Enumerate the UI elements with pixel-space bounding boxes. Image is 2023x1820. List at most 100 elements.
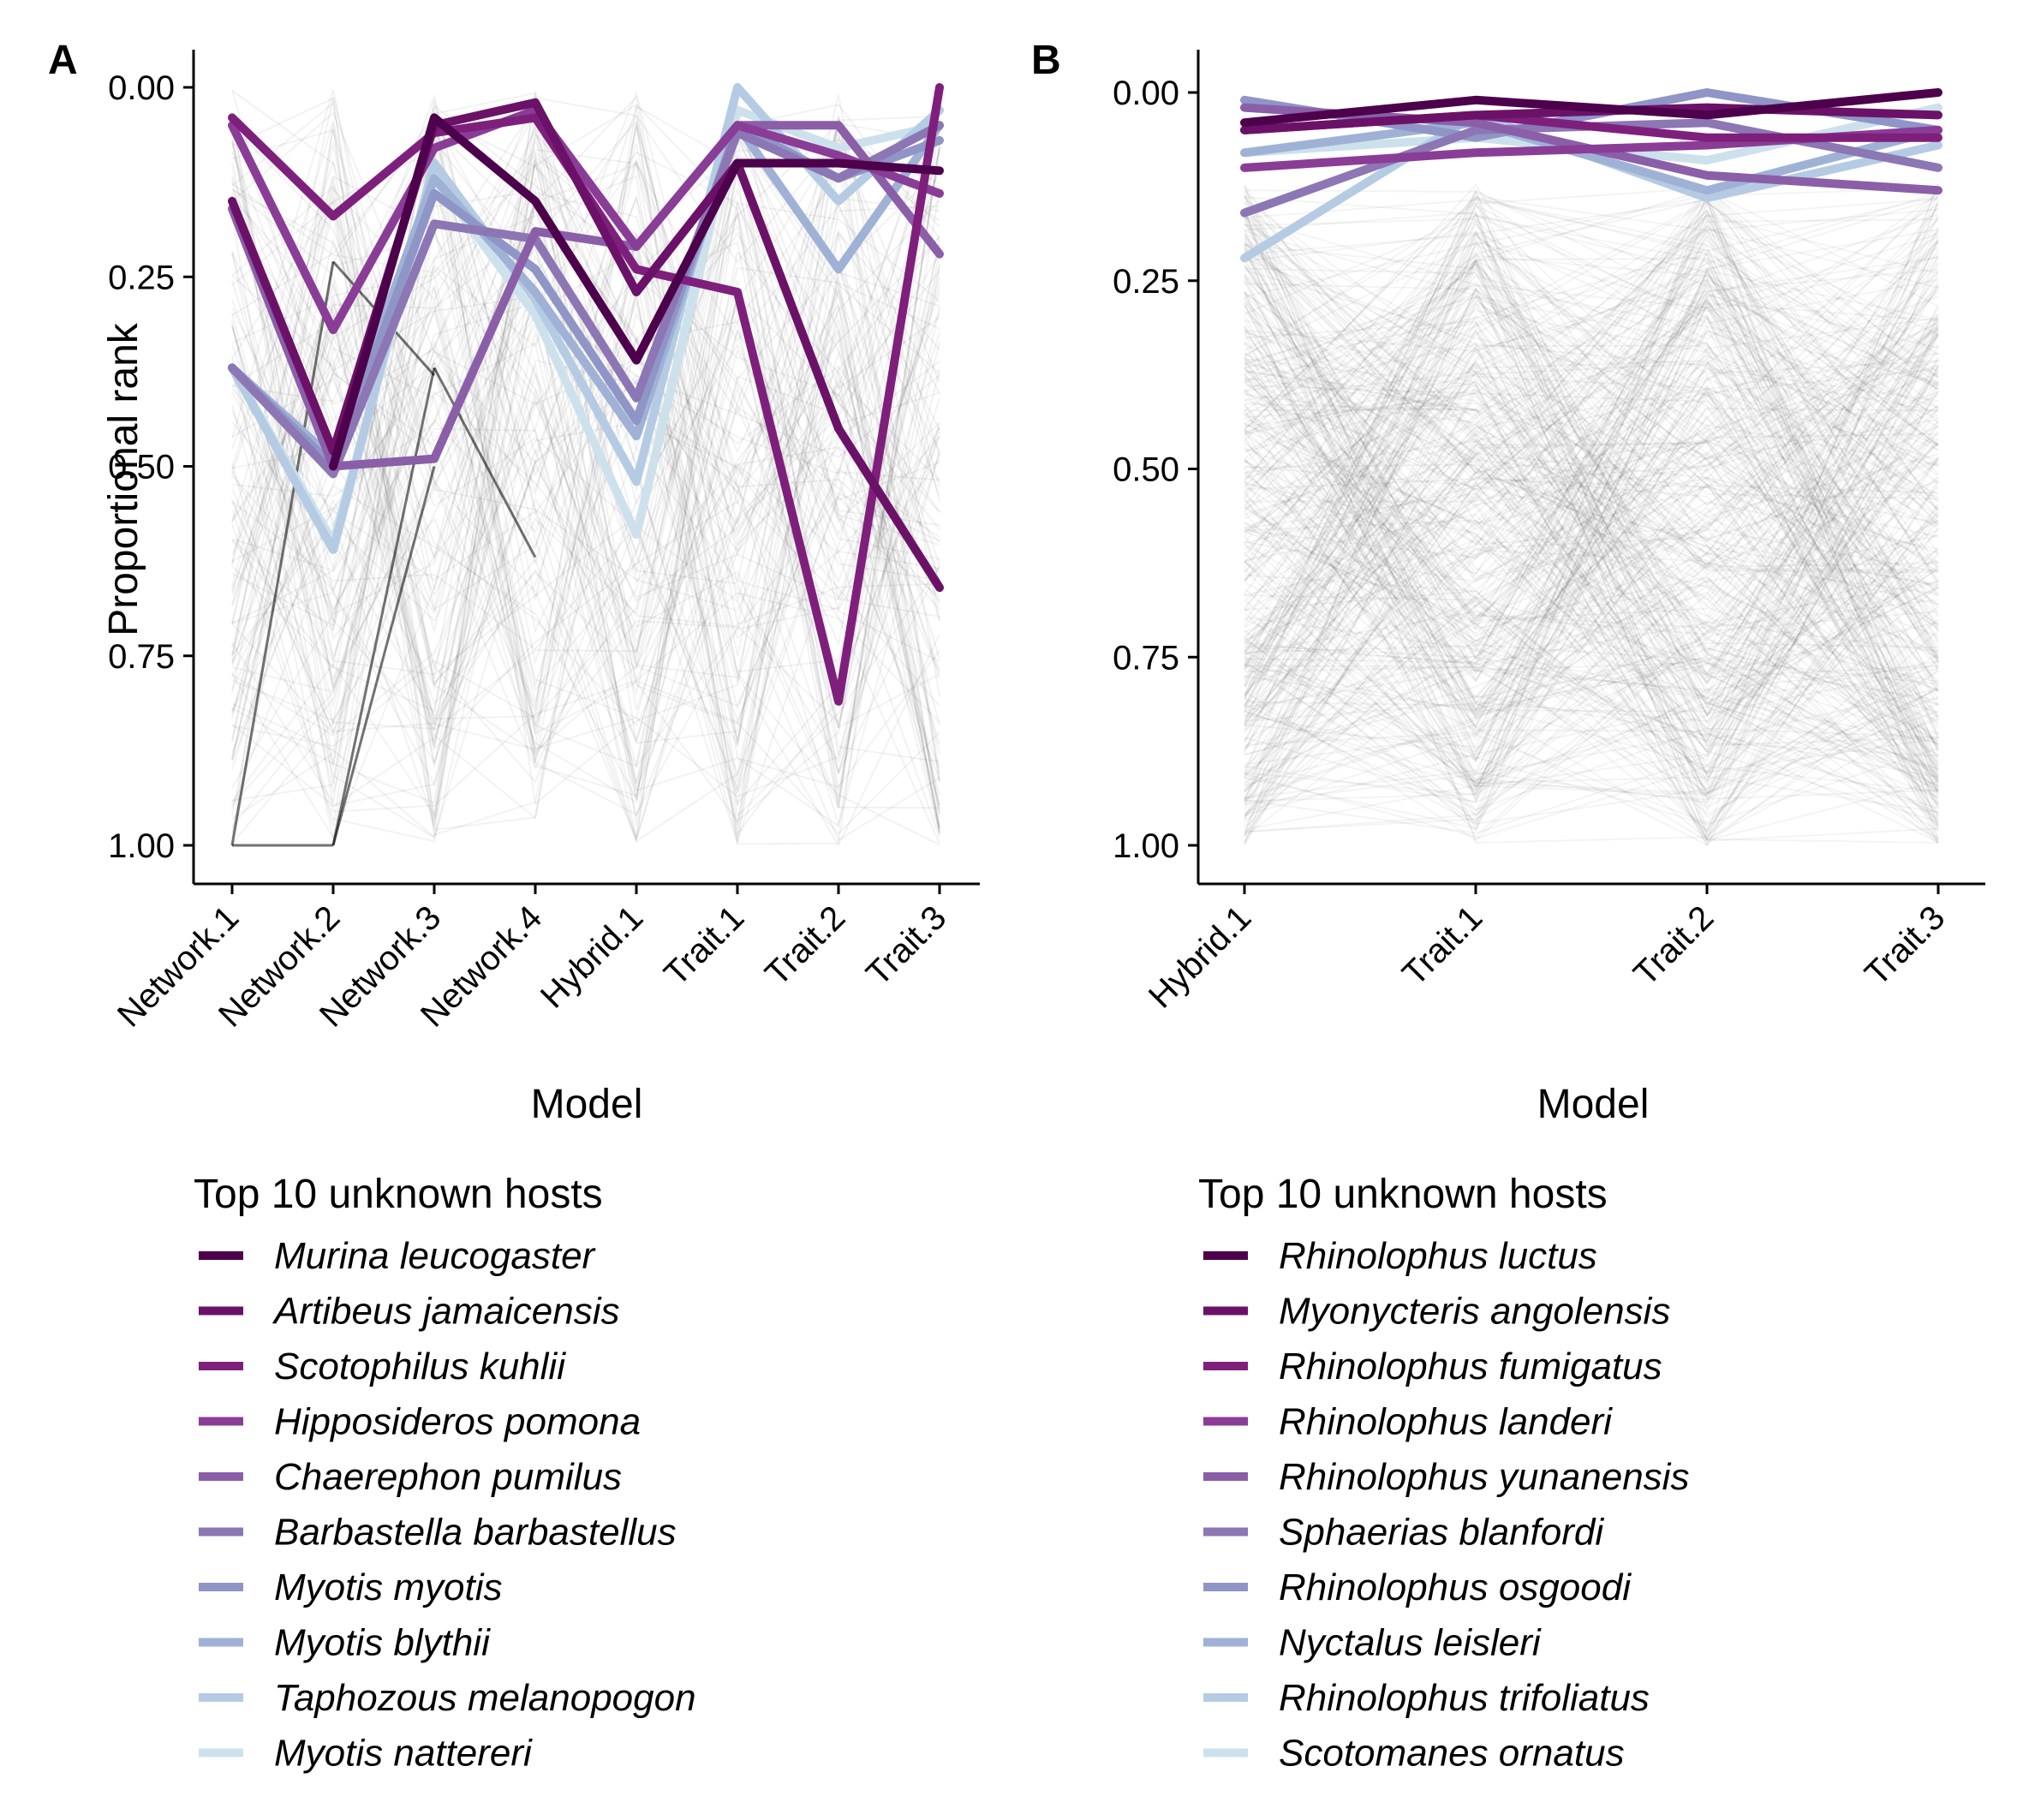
background-host-line (1244, 195, 1939, 783)
background-host-line (1244, 302, 1939, 826)
background-host-line (1244, 497, 1939, 818)
background-host-line (1244, 248, 1939, 761)
background-host-line (1244, 230, 1939, 696)
panel-b-legend-title: Top 10 unknown hosts (1198, 1172, 1608, 1217)
background-host-line (1244, 270, 1939, 676)
background-host-line (1244, 259, 1939, 720)
background-host-line (231, 312, 940, 676)
background-host-line (1244, 422, 1939, 683)
background-host-line (1244, 272, 1939, 683)
background-host-line (1244, 280, 1939, 672)
legend-item: Nyctalus leisleri (1203, 1622, 1542, 1664)
background-host-line (1244, 301, 1939, 832)
legend-label: Myotis myotis (274, 1566, 502, 1608)
background-host-line (1244, 706, 1939, 816)
background-host-line (1244, 536, 1939, 778)
background-host-line (1244, 313, 1939, 801)
background-host-line (231, 157, 940, 765)
background-host-line (231, 492, 940, 797)
background-host-line (1244, 242, 1939, 554)
background-host-line (1244, 270, 1939, 747)
background-host-line (1244, 278, 1939, 786)
background-host-line (1244, 253, 1939, 576)
background-host-line (1244, 313, 1939, 721)
background-host-line (1244, 244, 1939, 767)
background-host-line (1244, 230, 1939, 757)
background-host-line (1244, 195, 1939, 432)
background-host-line (1244, 199, 1939, 448)
background-host-line (1244, 243, 1939, 707)
background-host-line (1244, 198, 1939, 738)
background-host-line (231, 176, 940, 838)
series-barbastella-barbastellus (228, 121, 944, 479)
background-host-line (1244, 387, 1939, 838)
background-host-line (1244, 272, 1939, 820)
background-host-line (1244, 519, 1939, 800)
panel-a-y-axis-title: Proportional rank (101, 322, 146, 636)
legend-item: Rhinolophus osgoodi (1203, 1566, 1632, 1608)
y-tick-label: 0.25 (108, 259, 175, 296)
background-host-line (1244, 218, 1939, 801)
background-host-line (1244, 234, 1939, 826)
legend-item: Rhinolophus fumigatus (1203, 1346, 1662, 1387)
legend-item: Myotis myotis (199, 1566, 502, 1608)
background-host-line (1244, 201, 1939, 677)
series-murina-leucogaster (329, 113, 944, 471)
background-host-line (1244, 424, 1939, 775)
series-nyctalus-leisleri (1240, 118, 1942, 195)
background-host-line (1244, 257, 1939, 665)
background-host-line (231, 154, 940, 793)
background-host-line (1244, 243, 1939, 775)
background-host-line (1244, 331, 1939, 707)
background-host-line (1244, 304, 1939, 767)
background-host-line (1244, 304, 1939, 751)
legend-item: Scotomanes ornatus (1203, 1733, 1625, 1775)
background-host-line (1244, 272, 1939, 823)
legend-label: Taphozous melanopogon (274, 1677, 696, 1719)
background-host-line (1244, 320, 1939, 793)
background-host-line (1244, 186, 1939, 809)
legend-item: Murina leucogaster (199, 1235, 597, 1277)
background-host-line (1244, 192, 1939, 824)
background-host-line (1244, 242, 1939, 803)
background-host-line (1244, 302, 1939, 826)
panel-a-y-ticks: 0.00 0.25 0.50 0.75 1.00 (108, 69, 194, 865)
legend-label: Rhinolophus osgoodi (1279, 1566, 1632, 1608)
background-host-line (1244, 248, 1939, 671)
background-host-line (1244, 328, 1939, 727)
background-host-line (1244, 281, 1939, 618)
background-host-line (1244, 261, 1939, 671)
background-host-line (1244, 259, 1939, 576)
legend-item: Myotis nattereri (199, 1733, 533, 1775)
legend-item: Myotis blythii (199, 1622, 491, 1664)
background-host-line (1244, 321, 1939, 635)
background-host-line (1244, 317, 1939, 567)
background-host-line (1244, 439, 1939, 722)
background-host-line (1244, 701, 1939, 831)
background-host-line (1244, 232, 1939, 725)
background-host-line (231, 90, 940, 444)
background-host-line (231, 104, 940, 782)
background-host-line (1244, 362, 1939, 846)
background-host-line (231, 95, 940, 826)
background-host-line (1244, 266, 1939, 797)
background-host-line (1244, 331, 1939, 707)
background-host-line (231, 146, 940, 809)
background-host-line (1244, 350, 1939, 792)
background-host-line (1244, 330, 1939, 694)
background-host-line (1244, 477, 1939, 710)
series-line (1240, 118, 1942, 195)
legend-item: Rhinolophus landeri (1203, 1401, 1613, 1443)
background-host-line (1244, 552, 1939, 713)
background-host-line (1244, 492, 1939, 770)
y-tick-label: 1.00 (1113, 827, 1179, 865)
background-host-line (1244, 342, 1939, 832)
background-host-line (1244, 218, 1939, 683)
background-host-line (1244, 713, 1939, 826)
background-host-line (1244, 561, 1939, 801)
background-host-line (1244, 228, 1939, 777)
background-host-line (1244, 236, 1939, 749)
background-host-line (1244, 218, 1939, 722)
background-host-line (1244, 209, 1939, 638)
background-host-line (231, 119, 940, 832)
